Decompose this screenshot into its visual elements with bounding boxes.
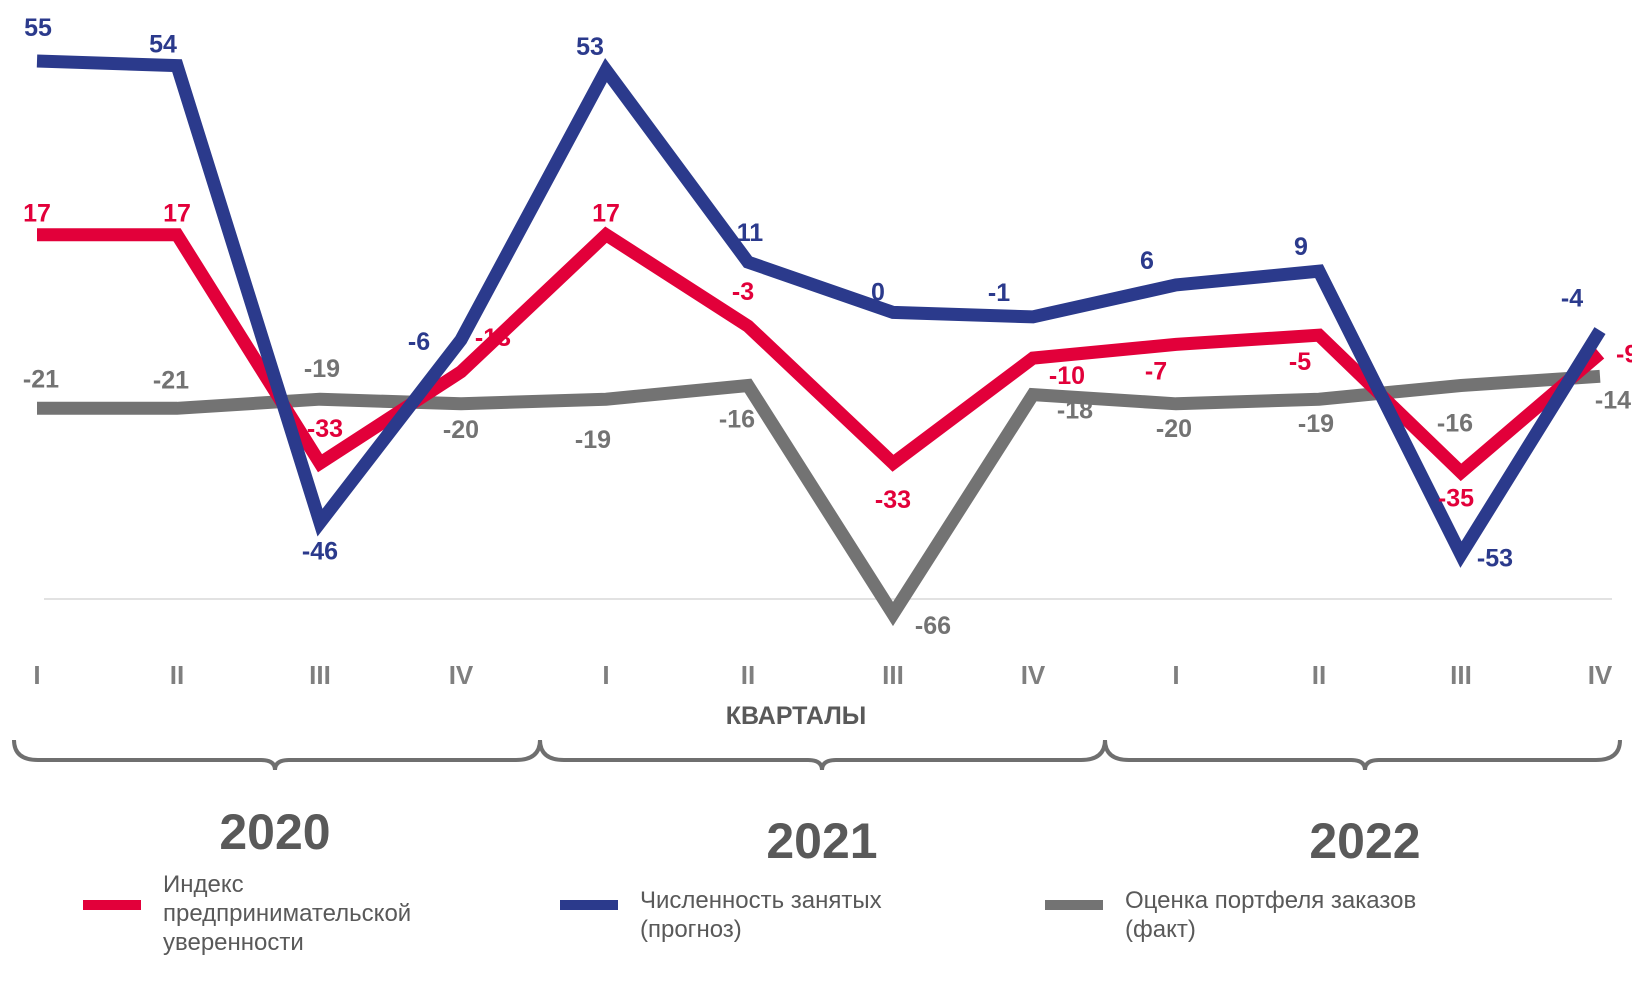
x-axis-ticks: I II III IV I II III IV I II III IV (33, 660, 1613, 690)
data-label-s2-0: -21 (23, 365, 59, 393)
legend-label-1: Численность занятых (прогноз) (640, 887, 882, 943)
data-label-s2-8: -20 (1156, 415, 1192, 443)
x-tick-8: I (1172, 660, 1179, 690)
series-layer (36, 54, 1606, 627)
x-tick-1: II (170, 660, 184, 690)
data-label-s2-3: -20 (443, 416, 479, 444)
data-label-s1-0: 55 (24, 14, 52, 42)
data-label-s2-5: -16 (719, 406, 755, 434)
legend-label-2: Оценка портфеля заказов (факт) (1125, 887, 1417, 943)
x-tick-4: I (602, 660, 609, 690)
legend-swatch-0 (83, 900, 141, 910)
data-label-s1-1: 54 (149, 31, 177, 59)
data-label-s0-7: -10 (1049, 362, 1085, 390)
data-label-s1-3: -6 (408, 328, 430, 356)
year-brace-2 (1103, 739, 1622, 771)
year-brace-1 (538, 739, 1107, 771)
x-tick-9: II (1312, 660, 1326, 690)
legend-item-0: Индекс предпринимательской уверенности (83, 871, 411, 957)
year-braces: 2020 2021 2022 (12, 739, 1622, 869)
data-label-s2-4: -19 (575, 426, 611, 454)
year-label-1: 2021 (766, 813, 877, 869)
x-tick-3: IV (449, 660, 474, 690)
x-tick-7: IV (1021, 660, 1046, 690)
data-label-s2-2: -19 (304, 355, 340, 383)
data-label-s2-9: -19 (1298, 410, 1334, 438)
data-label-s1-6: 0 (871, 278, 885, 306)
data-label-s0-8: -7 (1145, 357, 1167, 385)
series-line-1 (36, 54, 1606, 568)
data-label-s0-0: 17 (23, 200, 51, 228)
data-label-s0-6: -33 (875, 486, 911, 514)
legend-swatch-1 (560, 900, 618, 910)
x-tick-6: III (882, 660, 904, 690)
data-label-s0-2: -33 (307, 415, 343, 443)
data-label-s1-9: 9 (1294, 233, 1308, 261)
data-label-s1-10: -53 (1477, 545, 1513, 573)
data-label-s2-11: -14 (1595, 386, 1631, 414)
data-label-s0-10: -35 (1438, 484, 1474, 512)
data-label-s1-2: -46 (302, 538, 338, 566)
legend-item-1: Численность занятых (прогноз) (560, 886, 882, 944)
data-label-s1-5: 11 (737, 219, 764, 247)
data-label-s0-11: -9 (1616, 341, 1632, 369)
data-label-s1-7: -1 (988, 279, 1010, 307)
x-tick-2: III (309, 660, 331, 690)
year-brace-0 (12, 739, 542, 771)
x-tick-10: III (1450, 660, 1472, 690)
data-label-s1-8: 6 (1140, 247, 1154, 275)
data-label-s0-9: -5 (1289, 348, 1311, 376)
x-tick-5: II (741, 660, 755, 690)
data-label-s2-7: -18 (1057, 397, 1093, 425)
year-label-0: 2020 (219, 804, 330, 860)
data-label-s1-11: -4 (1561, 285, 1583, 313)
x-axis-title: КВАРТАЛЫ (726, 702, 867, 730)
data-label-s0-1: 17 (163, 200, 191, 228)
data-label-s1-4: 53 (576, 33, 604, 61)
x-tick-0: I (33, 660, 40, 690)
series-line-2 (37, 369, 1601, 627)
data-label-s2-10: -16 (1437, 410, 1473, 438)
legend-label-0: Индекс предпринимательской уверенности (163, 871, 412, 956)
data-label-s2-1: -21 (153, 366, 189, 394)
x-tick-11: IV (1588, 660, 1613, 690)
legend-swatch-2 (1045, 900, 1103, 910)
year-label-2: 2022 (1309, 813, 1420, 869)
data-label-s0-3: -13 (475, 324, 511, 352)
data-label-s0-4: 17 (592, 200, 620, 228)
data-label-s0-5: -3 (732, 278, 754, 306)
data-label-s2-6: -66 (915, 612, 951, 640)
legend-item-2: Оценка портфеля заказов (факт) (1045, 886, 1416, 944)
